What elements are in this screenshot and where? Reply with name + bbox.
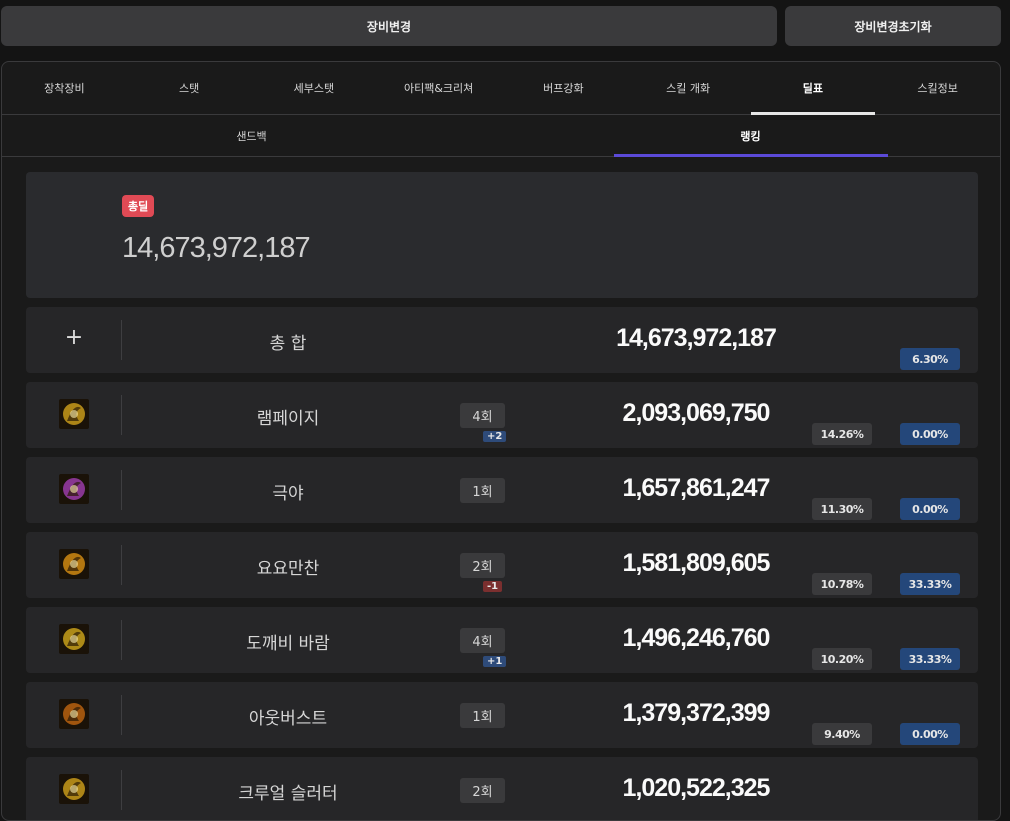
skill-row[interactable]: 크루얼 슬러터 2회 1,020,522,325: [26, 757, 978, 820]
tab-6[interactable]: 딜표: [750, 62, 876, 115]
outburst-skill-icon: [59, 699, 89, 729]
divider: [121, 395, 122, 435]
damage-share-percent: 11.30%: [812, 498, 872, 520]
damage-share-percent: 10.20%: [812, 648, 872, 670]
top-toolbar: 장비변경 장비변경초기화: [1, 6, 1001, 46]
skill-row[interactable]: 아웃버스트 1회 1,379,372,399 9.40% 0.00%: [26, 682, 978, 748]
subtab-0[interactable]: 샌드백: [236, 129, 267, 143]
damage-share-percent: 14.26%: [812, 423, 872, 445]
tab-7[interactable]: 스킬정보: [917, 82, 958, 95]
skill-damage: 1,496,246,760: [622, 624, 771, 652]
skill-count: 1회: [460, 478, 505, 503]
skill-row[interactable]: 극야 1회 1,657,861,247 11.30% 0.00%: [26, 457, 978, 523]
dokkaebi-wind-skill-icon: [59, 624, 89, 654]
tab-0[interactable]: 장착장비: [44, 82, 85, 95]
tab-2[interactable]: 세부스탯: [293, 82, 335, 95]
skill-count: 2회: [460, 778, 505, 803]
skill-damage: 1,657,861,247: [622, 474, 771, 502]
tab-1[interactable]: 스탯: [179, 82, 200, 95]
count-delta-badge: -1: [483, 581, 503, 592]
skill-name: 요요만찬: [256, 559, 320, 579]
divider: [121, 470, 122, 510]
reset-equipment-button[interactable]: 장비변경초기화: [785, 6, 1001, 46]
damage-share-percent: 10.78%: [812, 573, 872, 595]
divider: [121, 620, 122, 660]
divider: [121, 545, 122, 585]
total-damage-value: 14,673,972,187: [122, 232, 311, 264]
secondary-percent: 33.33%: [900, 573, 960, 595]
skill-damage: 2,093,069,750: [622, 399, 771, 427]
skill-count: 4회: [460, 403, 505, 428]
count-delta-badge: +1: [483, 656, 507, 667]
count-delta-badge: +2: [483, 431, 507, 442]
change-equipment-button[interactable]: 장비변경: [1, 6, 777, 46]
skill-name: 램페이지: [256, 409, 320, 429]
polar-night-skill-icon: [59, 474, 89, 504]
skill-damage: 1,379,372,399: [622, 699, 771, 727]
secondary-percent: 0.00%: [900, 423, 960, 445]
skill-count: 1회: [460, 703, 505, 728]
subtab-1[interactable]: 랭킹: [501, 115, 1000, 157]
total-row-name: 총 합: [269, 334, 307, 354]
skill-damage: 1,020,522,325: [622, 774, 771, 802]
secondary-percent: 0.00%: [900, 498, 960, 520]
divider: [121, 770, 122, 810]
skill-count: 2회: [460, 553, 505, 578]
skill-row[interactable]: 램페이지 4회 +2 2,093,069,750 14.26% 0.00%: [26, 382, 978, 448]
secondary-percent: 33.33%: [900, 648, 960, 670]
yoyo-feast-skill-icon: [59, 549, 89, 579]
rampage-skill-icon: [59, 399, 89, 429]
sub-tabs: 샌드백 랭킹: [2, 115, 1000, 157]
tab-4[interactable]: 버프강화: [543, 82, 584, 95]
secondary-percent: 0.00%: [900, 723, 960, 745]
damage-share-percent: 9.40%: [812, 723, 872, 745]
total-row-damage: 14,673,972,187: [616, 324, 777, 352]
cruel-slaughter-skill-icon: [59, 774, 89, 804]
skill-row[interactable]: 도깨비 바람 4회 +1 1,496,246,760 10.20% 33.33%: [26, 607, 978, 673]
tab-3[interactable]: 아티팩&크리쳐: [403, 82, 474, 95]
skill-count: 4회: [460, 628, 505, 653]
divider: [121, 320, 122, 360]
skill-name: 극야: [272, 484, 304, 504]
tab-5[interactable]: 스킬 개화: [666, 82, 711, 95]
total-row-percent: 6.30%: [900, 348, 960, 370]
plus-icon[interactable]: +: [64, 325, 84, 350]
total-damage-summary: 총딜 14,673,972,187: [26, 172, 978, 298]
skill-row[interactable]: 요요만찬 2회 -1 1,581,809,605 10.78% 33.33%: [26, 532, 978, 598]
main-tabs: 장착장비 스탯 세부스탯 아티팩&크리쳐 버프강화 스킬 개화 딜표 스킬정보: [2, 62, 1000, 115]
skill-name: 도깨비 바람: [246, 634, 330, 654]
total-damage-badge: 총딜: [122, 195, 155, 217]
total-row[interactable]: + 총 합 14,673,972,187 6.30%: [26, 307, 978, 373]
skill-name: 아웃버스트: [248, 709, 328, 729]
divider: [121, 695, 122, 735]
skill-damage: 1,581,809,605: [622, 549, 771, 577]
damage-panel: 장착장비 스탯 세부스탯 아티팩&크리쳐 버프강화 스킬 개화 딜표 스킬정보 샌드백 랭킹 총…: [1, 61, 1001, 821]
